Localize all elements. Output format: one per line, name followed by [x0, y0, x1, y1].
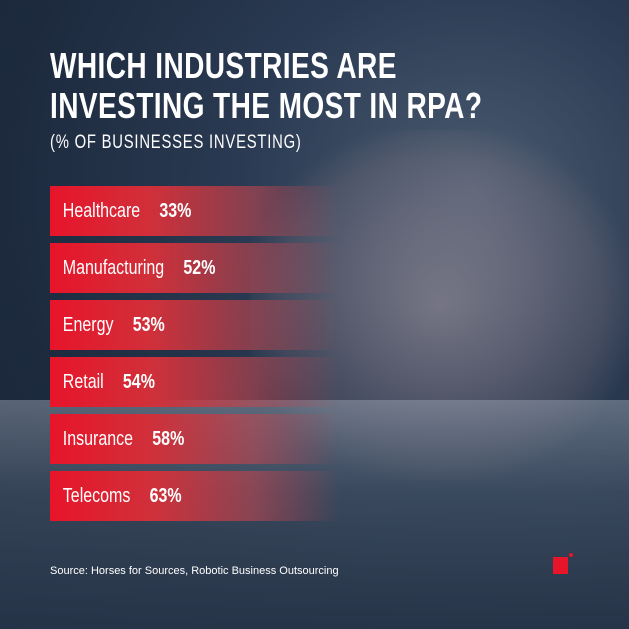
category-label: Insurance: [62, 427, 134, 450]
value-label: 53%: [132, 313, 165, 336]
bar-retail: Retail 54%: [50, 357, 340, 407]
chart-title: WHICH INDUSTRIES ARE INVESTING THE MOST …: [50, 46, 482, 126]
bar-content: Energy 53%: [50, 314, 165, 337]
category-label: Manufacturing: [62, 256, 165, 279]
value-label: 52%: [183, 256, 216, 279]
bar-content: Manufacturing 52%: [50, 256, 216, 280]
bar-telecoms: Telecoms 63%: [50, 471, 340, 521]
category-label: Healthcare: [62, 199, 141, 222]
value-label: 58%: [152, 427, 185, 450]
bar-content: Retail 54%: [50, 371, 155, 394]
value-label: 33%: [159, 199, 192, 222]
category-label: Retail: [62, 370, 104, 393]
bar-content: Telecoms 63%: [50, 485, 182, 508]
title-line-1: WHICH INDUSTRIES ARE: [50, 45, 397, 86]
bar-manufacturing: Manufacturing 52%: [50, 243, 340, 293]
chart-subtitle: (% OF BUSINESSES INVESTING): [50, 132, 302, 153]
bar-energy: Energy 53%: [50, 300, 340, 350]
bar-content: Insurance 58%: [50, 427, 185, 451]
source-note: Source: Horses for Sources, Robotic Busi…: [50, 565, 339, 577]
category-label: Energy: [62, 313, 114, 336]
title-line-2: INVESTING THE MOST IN RPA?: [50, 85, 483, 126]
category-label: Telecoms: [62, 484, 131, 507]
value-label: 54%: [122, 370, 155, 393]
value-label: 63%: [149, 484, 182, 507]
bar-insurance: Insurance 58%: [50, 414, 340, 464]
bar-healthcare: Healthcare 33%: [50, 186, 340, 236]
bar-content: Healthcare 33%: [50, 199, 192, 223]
brand-logo: [553, 553, 573, 574]
